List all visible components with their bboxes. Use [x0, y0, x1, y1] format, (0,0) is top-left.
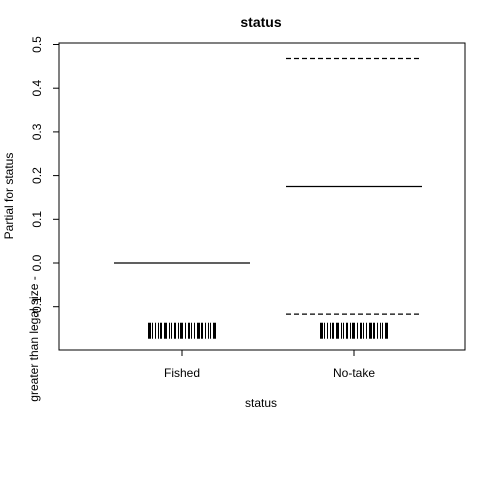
rug-mark — [152, 322, 153, 339]
rug-mark — [332, 322, 334, 339]
rug-mark — [171, 322, 172, 339]
rug-mark — [188, 322, 190, 339]
rug-mark — [180, 322, 183, 339]
y-tick-label: 0.3 — [30, 123, 44, 140]
y-tick-label: 0.4 — [30, 80, 44, 97]
rug-mark — [341, 322, 342, 339]
y-tick-label: 0.1 — [30, 211, 44, 228]
y-axis: -0.1 0.0 0.1 0.2 0.3 0.4 0.5 — [30, 36, 60, 317]
rug-mark — [382, 322, 383, 339]
x-axis: Fished No-take — [164, 349, 375, 380]
chart-title: status — [240, 14, 281, 30]
rug-mark — [324, 322, 325, 339]
y-tick-label: 0.0 — [30, 254, 44, 271]
rug-fished — [148, 322, 216, 339]
chart-marks — [114, 57, 422, 339]
rug-mark — [210, 322, 211, 339]
rug-mark — [369, 322, 372, 339]
rug-mark — [213, 322, 216, 339]
rug-mark — [343, 322, 344, 339]
rug-mark — [330, 322, 331, 339]
rug-mark — [363, 322, 364, 339]
y-axis-label: Partial for status — [2, 153, 16, 240]
x-axis-label: status — [245, 396, 277, 410]
rug-mark — [197, 322, 200, 339]
x-tick-label: Fished — [164, 366, 200, 380]
rug-mark — [205, 322, 206, 339]
y-tick-label: 0.5 — [30, 36, 44, 53]
rug-mark — [194, 322, 195, 339]
rug-mark — [174, 322, 176, 339]
rug-mark — [360, 322, 362, 339]
rug-mark — [327, 322, 328, 339]
rug-mark — [380, 322, 381, 339]
rug-mark — [366, 322, 367, 339]
x-tick-label: No-take — [333, 366, 375, 380]
rug-mark — [320, 322, 323, 339]
y-axis-label-continued: greater than legal size - — [27, 276, 41, 401]
rug-mark — [208, 322, 209, 339]
rug-mark — [346, 322, 348, 339]
rug-mark — [185, 322, 186, 339]
y-tick-label: 0.2 — [30, 167, 44, 184]
rug-mark — [352, 322, 355, 339]
rug-mark — [373, 322, 375, 339]
rug-mark — [164, 322, 167, 339]
rug-mark — [158, 322, 159, 339]
plot-frame — [58, 42, 466, 351]
rug-notake — [320, 322, 388, 339]
rug-mark — [155, 322, 156, 339]
rug-mark — [201, 322, 203, 339]
rug-mark — [377, 322, 378, 339]
rug-mark — [191, 322, 192, 339]
rug-mark — [336, 322, 339, 339]
rug-mark — [357, 322, 358, 339]
rug-mark — [169, 322, 170, 339]
rug-mark — [178, 322, 179, 339]
rug-mark — [160, 322, 162, 339]
rug-mark — [350, 322, 351, 339]
rug-mark — [148, 322, 151, 339]
y-tick-label: -0.1 — [30, 296, 44, 317]
rug-mark — [385, 322, 388, 339]
